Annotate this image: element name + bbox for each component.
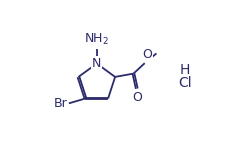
Text: O: O	[132, 91, 142, 104]
Text: Br: Br	[53, 97, 67, 110]
Text: N: N	[92, 57, 102, 70]
Text: O: O	[142, 48, 152, 61]
Text: NH$_2$: NH$_2$	[84, 32, 109, 47]
Text: H: H	[180, 63, 190, 77]
Text: Cl: Cl	[178, 76, 192, 90]
